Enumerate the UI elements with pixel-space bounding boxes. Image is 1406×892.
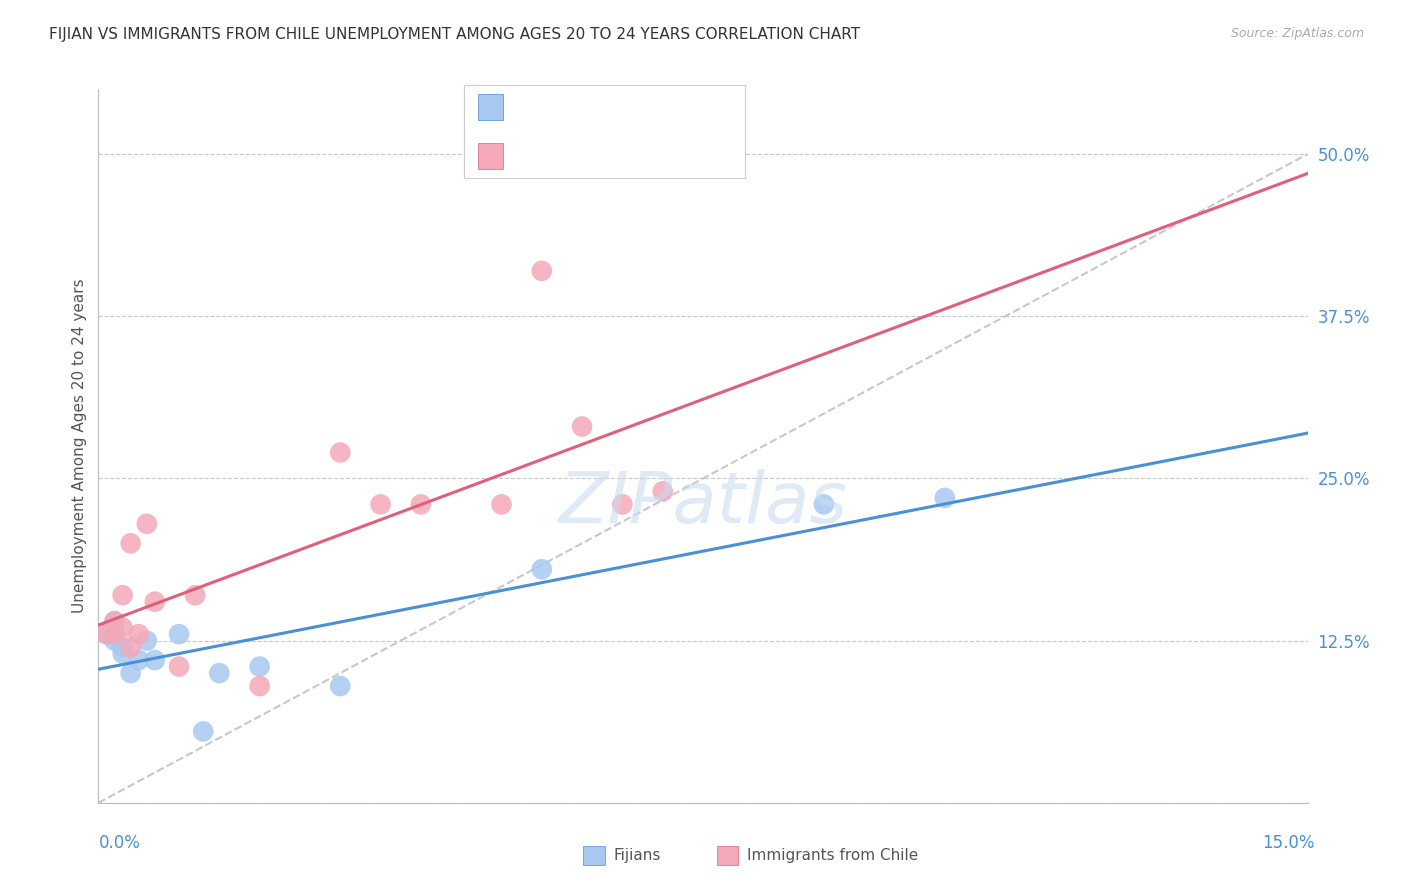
Point [103,614,125,628]
Y-axis label: Unemployment Among Ages 20 to 24 years: Unemployment Among Ages 20 to 24 years [72,278,87,614]
Point [491,497,513,511]
Point [111,640,134,654]
Text: 0.0%: 0.0% [98,834,141,852]
Point [530,562,553,576]
Point [111,588,134,602]
Point [103,614,125,628]
Point [103,627,125,641]
Point [184,588,207,602]
Point [530,264,553,278]
Text: FIJIAN VS IMMIGRANTS FROM CHILE UNEMPLOYMENT AMONG AGES 20 TO 24 YEARS CORRELATI: FIJIAN VS IMMIGRANTS FROM CHILE UNEMPLOY… [49,27,860,42]
Text: 15.0%: 15.0% [1263,834,1315,852]
Point [167,659,190,673]
Text: N =: N = [603,149,647,163]
Point [612,497,634,511]
Point [571,419,593,434]
Point [651,484,673,499]
Text: Fijians: Fijians [613,848,661,863]
Point [167,627,190,641]
Point [249,659,271,673]
Point [96,627,118,641]
Text: R =: R = [510,100,544,114]
Point [103,633,125,648]
Point [143,653,166,667]
Point [120,536,142,550]
Point [370,497,392,511]
Point [934,491,956,505]
Point [208,666,231,681]
Point [193,724,215,739]
Point [329,679,352,693]
Point [135,633,157,648]
Point [120,666,142,681]
Point [143,595,166,609]
Point [135,516,157,531]
Text: 21: 21 [643,149,664,163]
Point [409,497,432,511]
Point [813,497,835,511]
Point [96,627,118,641]
Point [128,653,150,667]
Text: 17: 17 [643,100,664,114]
Point [329,445,352,459]
Point [111,621,134,635]
Text: 0.733: 0.733 [550,149,598,163]
Point [111,647,134,661]
Text: Source: ZipAtlas.com: Source: ZipAtlas.com [1230,27,1364,40]
Text: 0.665: 0.665 [550,100,598,114]
Text: Immigrants from Chile: Immigrants from Chile [747,848,918,863]
Text: R =: R = [510,149,544,163]
Point [128,627,150,641]
Text: ZIPatlas: ZIPatlas [558,468,848,538]
Point [249,679,271,693]
Point [120,640,142,654]
Text: N =: N = [603,100,647,114]
